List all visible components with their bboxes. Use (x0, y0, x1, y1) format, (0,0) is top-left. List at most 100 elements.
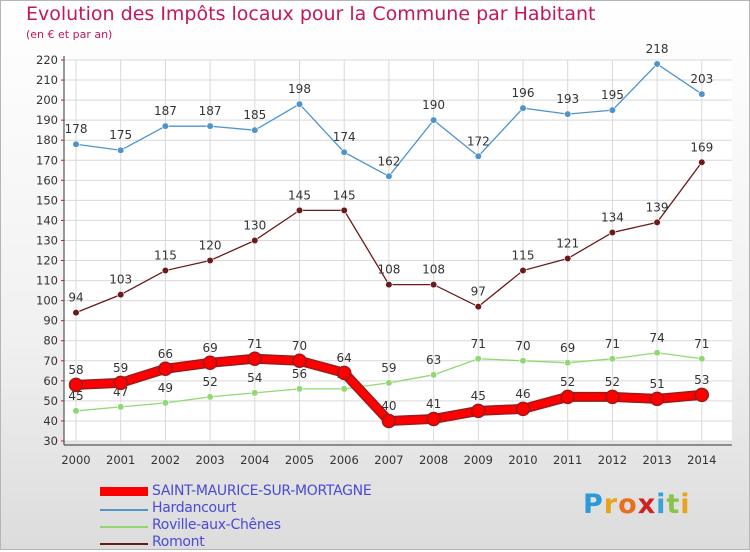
data-label: 74 (649, 331, 664, 345)
data-point (519, 357, 527, 365)
data-label: 196 (512, 86, 535, 100)
data-point (430, 280, 438, 289)
y-tick-label: 220 (36, 53, 58, 67)
data-point (385, 280, 393, 289)
data-label: 195 (601, 88, 624, 102)
data-point (608, 228, 617, 237)
data-label: 203 (690, 72, 713, 86)
data-label: 121 (556, 237, 579, 251)
data-label: 64 (337, 351, 352, 365)
data-label: 162 (377, 154, 400, 168)
data-point (158, 361, 173, 377)
y-tick-label: 100 (36, 294, 58, 308)
data-point (426, 411, 441, 427)
x-tick-label: 2000 (61, 453, 90, 467)
data-point (247, 351, 263, 367)
series-1: 178 175 187 187 185 198 174 162 190 172 196 193 195 2… (65, 42, 713, 180)
data-point (649, 391, 665, 407)
x-tick-label: 2012 (598, 453, 627, 467)
data-label: 193 (556, 92, 579, 106)
data-label: 45 (471, 389, 486, 403)
data-label: 70 (292, 339, 307, 353)
y-tick-label: 30 (43, 434, 58, 448)
data-point (295, 385, 304, 393)
data-label: 58 (68, 363, 83, 377)
data-point (698, 158, 706, 166)
data-point (564, 110, 572, 118)
data-point (72, 309, 80, 317)
logo-letter: i (680, 489, 691, 520)
data-label: 94 (68, 291, 83, 305)
data-label: 45 (68, 389, 83, 403)
data-point (515, 401, 531, 417)
logo-letter: t (666, 489, 681, 520)
y-tick-label: 110 (36, 274, 58, 288)
data-label: 51 (649, 377, 664, 391)
data-point (653, 60, 661, 68)
data-label: 174 (333, 130, 356, 144)
data-point (117, 146, 125, 154)
data-point (608, 355, 617, 363)
data-point (340, 148, 348, 156)
data-point (161, 266, 169, 275)
x-tick-label: 2004 (240, 453, 269, 467)
data-label: 218 (646, 42, 669, 56)
x-tick-label: 2007 (374, 453, 403, 467)
y-tick-label: 120 (36, 254, 58, 268)
data-label: 69 (202, 341, 217, 355)
y-tick-label: 40 (43, 414, 58, 428)
data-point (336, 365, 352, 381)
legend-label: SAINT-MAURICE-SUR-MORTAGNE (152, 483, 372, 499)
data-point (206, 256, 214, 265)
data-point (519, 104, 527, 112)
data-point (474, 355, 482, 363)
data-label: 41 (426, 397, 441, 411)
data-point (251, 236, 259, 245)
data-point (385, 379, 393, 387)
data-label: 108 (377, 263, 400, 277)
data-label: 115 (512, 249, 535, 263)
data-label: 54 (247, 371, 262, 385)
data-point (340, 206, 348, 214)
data-label: 139 (646, 200, 669, 214)
data-label: 69 (560, 341, 575, 355)
data-label: 71 (471, 337, 486, 351)
data-point (381, 413, 397, 429)
series-3: 94 103 115 120 130 145 145 108 108 97 115 121 134 139… (68, 140, 713, 317)
logo-letter: P (583, 489, 604, 520)
series-0: 58 59 66 69 71 70 64 40 41 45 46 52 52 51 53 (68, 337, 709, 429)
data-point (430, 371, 438, 379)
data-label: 97 (471, 285, 486, 299)
data-point (117, 403, 125, 411)
data-label: 63 (426, 353, 441, 367)
y-tick-label: 140 (36, 213, 58, 227)
data-point (564, 254, 572, 263)
data-label: 120 (199, 239, 222, 253)
data-label: 52 (605, 375, 620, 389)
data-label: 59 (381, 361, 396, 375)
legend-swatch (100, 487, 148, 496)
legend-label: Romont (152, 534, 205, 550)
y-tick-label: 70 (43, 354, 58, 368)
data-label: 71 (247, 337, 262, 351)
logo-letter: x (637, 489, 657, 520)
data-label: 70 (515, 339, 530, 353)
x-tick-label: 2006 (330, 453, 359, 467)
data-point (653, 349, 661, 357)
data-label: 52 (202, 375, 217, 389)
y-tick-label: 180 (36, 133, 58, 147)
data-point (292, 353, 307, 369)
y-tick-label: 160 (36, 173, 58, 187)
y-tick-label: 200 (36, 93, 58, 107)
data-label: 40 (381, 399, 396, 413)
data-label: 190 (422, 98, 445, 112)
legend-label: Roville-aux-Chênes (152, 517, 281, 533)
data-point (474, 152, 482, 160)
x-tick-label: 2014 (687, 453, 716, 467)
data-point (72, 407, 80, 415)
chart-title: Evolution des Impôts locaux pour la Comm… (26, 3, 596, 25)
legend-swatch (100, 543, 148, 545)
data-label: 71 (694, 337, 709, 351)
data-label: 145 (333, 188, 356, 202)
